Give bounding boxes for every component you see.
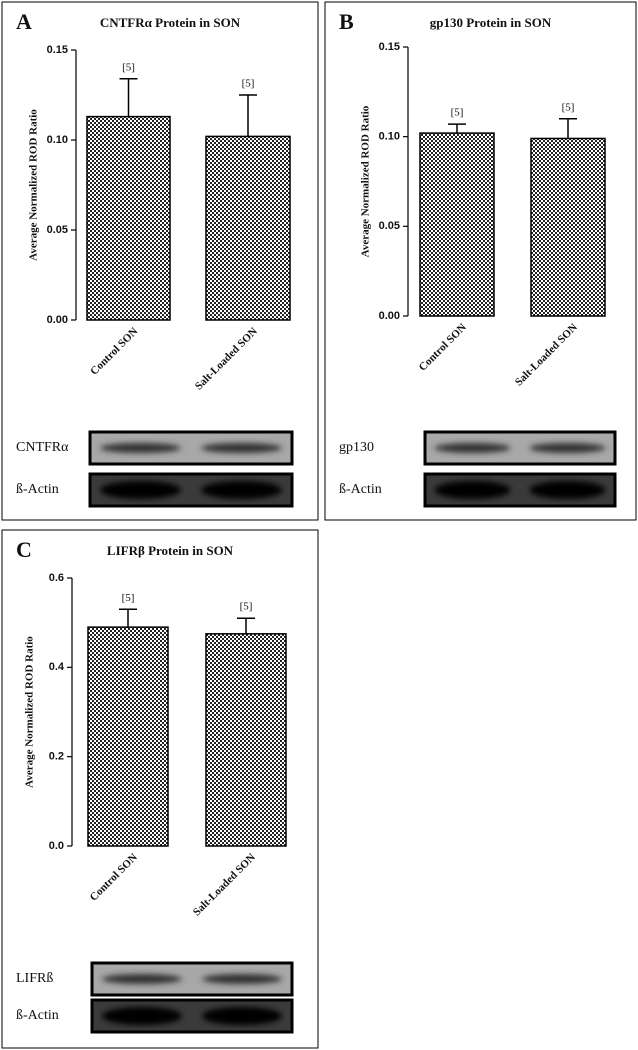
y-tick-label: 0.00 [47, 314, 68, 326]
x-tick-label: Control SON [88, 325, 140, 377]
blot-band [434, 443, 511, 453]
bar [87, 626, 169, 847]
y-tick-label: 0.10 [47, 134, 68, 146]
y-tick-label: 0.05 [379, 220, 400, 232]
panel-frame [1, 1, 319, 521]
y-tick-label: 0.6 [49, 572, 64, 584]
blot-label: ß-Actin [16, 1008, 59, 1023]
blot-band [434, 481, 511, 499]
blot-band [201, 481, 282, 499]
bar [419, 132, 495, 317]
n-label: [5] [451, 107, 464, 119]
x-tick-label: Control SON [417, 321, 469, 373]
y-axis-label: Average Normalized ROD Ratio [360, 105, 372, 257]
n-label: [5] [122, 61, 135, 73]
n-label: [5] [242, 78, 255, 90]
panel-frame [324, 1, 637, 521]
panel: C LIFRβ Protein in SON Average Normalized … [1, 529, 319, 1049]
y-tick-label: 0.15 [47, 44, 68, 56]
bar [530, 137, 606, 317]
x-tick-label: Salt-Loaded SON [193, 325, 260, 392]
y-tick-label: 0.10 [379, 131, 400, 143]
bar [205, 135, 291, 321]
blot-label: gp130 [339, 440, 374, 455]
blot-band [100, 443, 181, 453]
y-tick-label: 0.05 [47, 224, 68, 236]
blot-band [529, 481, 606, 499]
chart-title: CNTFRα Protein in SON [100, 15, 241, 30]
blot-label: ß-Actin [16, 482, 59, 497]
blot-label: ß-Actin [339, 482, 382, 497]
y-tick-label: 0.15 [379, 41, 400, 53]
panel-frame [1, 529, 319, 1049]
y-axis-label: Average Normalized ROD Ratio [28, 109, 40, 261]
n-label: [5] [240, 601, 253, 613]
y-axis-label: Average Normalized ROD Ratio [24, 636, 36, 788]
y-tick-label: 0.0 [49, 840, 64, 852]
blot-band [529, 443, 606, 453]
blot-band [100, 481, 181, 499]
y-tick-label: 0.2 [49, 751, 64, 763]
panel-letter: A [16, 9, 32, 34]
panel: A CNTFRα Protein in SON Average Normalized… [1, 1, 319, 521]
blot-band [201, 443, 282, 453]
y-tick-label: 0.00 [379, 310, 400, 322]
bar [86, 115, 171, 321]
blot-label: CNTFRα [16, 440, 69, 455]
panel-letter: C [16, 537, 32, 562]
blot-label: LIFRß [16, 971, 53, 986]
blot-band [202, 974, 282, 984]
y-tick-label: 0.4 [49, 661, 65, 673]
blot-box [423, 430, 617, 466]
n-label: [5] [562, 101, 575, 113]
n-label: [5] [122, 592, 135, 604]
panel-letter: B [339, 9, 354, 34]
x-tick-label: Salt-Loaded SON [513, 321, 580, 388]
chart-title: LIFRβ Protein in SON [107, 543, 234, 558]
bar [205, 633, 287, 847]
blot-box [90, 998, 294, 1034]
blot-band [102, 1007, 182, 1025]
chart-title: gp130 Protein in SON [430, 15, 552, 30]
blot-band [102, 974, 182, 984]
blot-band [202, 1007, 282, 1025]
x-tick-label: Control SON [88, 851, 140, 903]
x-tick-label: Salt-Loaded SON [191, 851, 258, 918]
